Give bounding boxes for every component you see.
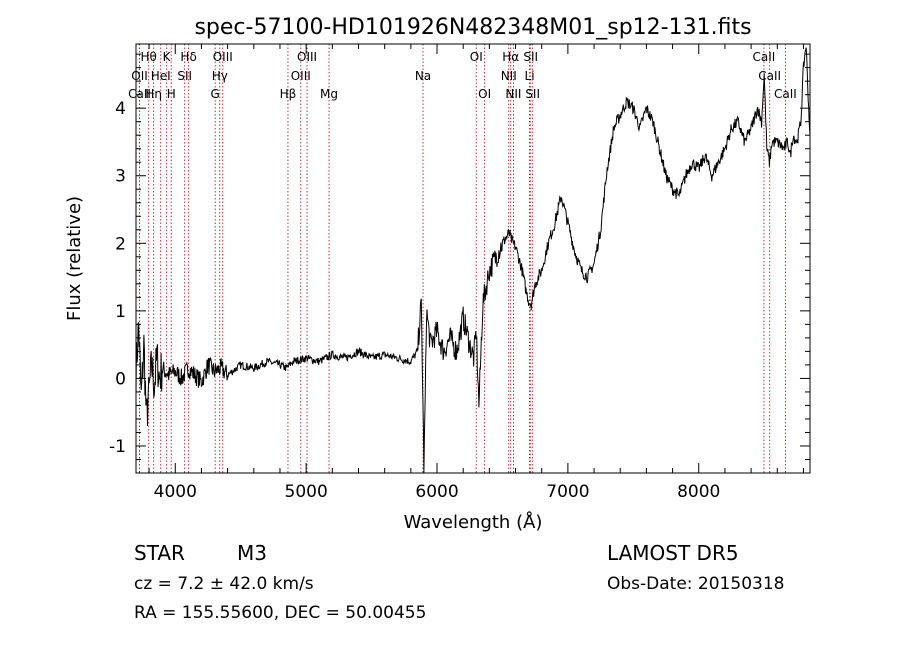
line-marker-label: Mg [320,87,338,101]
object-type: STAR [134,541,185,565]
x-tick-label: 7000 [546,482,589,502]
line-marker-label: NII [505,87,521,101]
line-marker-label: CaII [753,50,776,64]
line-marker-label: Hθ [141,50,157,64]
survey-name: LAMOST DR5 [607,541,739,565]
line-marker-label: Hα [502,50,519,64]
line-marker-label: OIII [297,50,317,64]
x-tick-label: 4000 [154,482,197,502]
line-marker-label: SII [523,50,538,64]
y-tick-label: 0 [115,369,126,389]
line-marker-label: K [163,50,172,64]
y-axis-label: Flux (relative) [64,196,85,321]
line-marker-label: CaII [128,87,151,101]
y-tick-label: 1 [115,302,126,322]
spectral-subclass: M3 [237,541,267,565]
line-marker-label: Hγ [212,69,228,83]
line-marker-label: OIII [213,50,233,64]
y-tick-label: 3 [115,167,126,187]
line-marker-label: SII [525,87,540,101]
line-marker-label: OII [131,69,148,83]
x-tick-label: 5000 [285,482,328,502]
redshift-cz: cz = 7.2 ± 42.0 km/s [134,574,314,594]
line-marker-label: G [211,87,220,101]
line-marker-label: OI [470,50,483,64]
y-tick-label: 4 [115,99,126,119]
y-tick-label: -1 [109,437,126,457]
line-marker-label: SII [177,69,192,83]
line-marker-label: OI [478,87,491,101]
line-marker-label: NII [501,69,517,83]
observation-date: Obs-Date: 20150318 [607,574,785,594]
spectrum-line [135,47,811,474]
x-tick-label: 6000 [415,482,458,502]
line-marker-label: Hβ [280,87,297,101]
line-marker-label: CaII [774,87,797,101]
coordinates: RA = 155.55600, DEC = 50.00455 [134,603,427,623]
line-marker-label: Li [525,69,535,83]
x-tick-label: 8000 [677,482,720,502]
line-marker-label: Na [415,69,431,83]
chart-title: spec-57100-HD101926N482348M01_sp12-131.f… [194,15,751,40]
x-axis-label: Wavelength (Å) [404,511,543,533]
plot-frame [135,43,811,474]
y-tick-label: 2 [115,234,126,254]
line-marker-label: H [167,87,176,101]
line-marker-label: CaII [758,69,781,83]
line-marker-label: OIII [291,69,311,83]
line-marker-label: Hη [145,87,162,101]
line-marker-label: HeI [151,69,171,83]
line-marker-label: Hδ [180,50,196,64]
